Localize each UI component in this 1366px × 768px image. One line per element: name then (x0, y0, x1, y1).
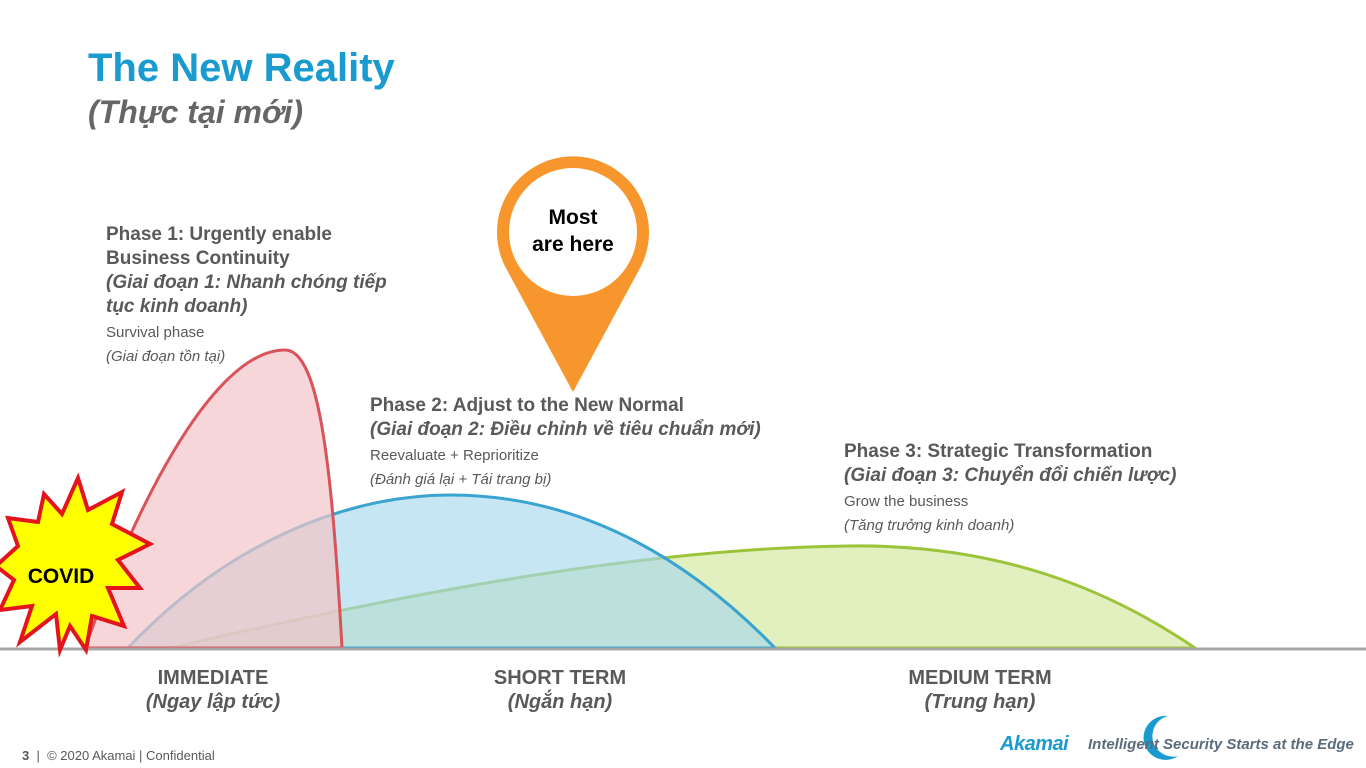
pin-inner-circle (509, 168, 637, 296)
page-number: 3 (22, 748, 30, 763)
covid-label: COVID (27, 565, 95, 588)
footer: 3 | © 2020 Akamai | Confidential (22, 748, 215, 763)
footer-text: © 2020 Akamai | Confidential (47, 748, 215, 763)
term-short-label-vi: (Ngắn hạn) (507, 691, 613, 713)
phase1-desc-vi: (Giai đoạn tồn tại) (106, 348, 226, 365)
phase1-title: Phase 1: Urgently enable Business Contin… (106, 224, 332, 269)
phase2-title: Phase 2: Adjust to the New Normal (370, 395, 684, 416)
phase1-title-vi: (Giai đoạn 1: Nhanh chóng tiếp tục kinh … (106, 272, 387, 317)
phase2-title-vi: (Giai đoạn 2: Điều chỉnh về tiêu chuẩn m… (370, 419, 761, 440)
brand-tagline: Intelligent Security Starts at the Edge (1088, 736, 1354, 753)
phase1-text: Phase 1: Urgently enable Business Contin… (106, 223, 396, 367)
akamai-logo-icon (1143, 715, 1178, 760)
term-short: SHORT TERM (Ngắn hạn) (450, 666, 670, 714)
pin-label-line2: are here (532, 233, 614, 256)
pin-label-line1: Most (548, 206, 598, 229)
pin-label: Most are here (508, 204, 638, 258)
phase1-curve (82, 348, 344, 650)
term-immediate-label-vi: (Ngay lập tức) (145, 691, 281, 713)
page-subtitle: (Thực tại mới) (88, 94, 303, 130)
term-immediate-label: IMMEDIATE (157, 667, 269, 689)
phase3-title: Phase 3: Strategic Transformation (844, 441, 1153, 462)
term-short-label: SHORT TERM (493, 667, 627, 689)
phase3-title-vi: (Giai đoạn 3: Chuyển đổi chiến lược) (844, 465, 1177, 486)
phase3-desc-vi: (Tăng trưởng kinh doanh) (844, 517, 1015, 534)
term-medium: MEDIUM TERM (Trung hạn) (860, 666, 1100, 714)
phase3-text: Phase 3: Strategic Transformation (Giai … (844, 440, 1244, 536)
term-immediate: IMMEDIATE (Ngay lập tức) (103, 666, 323, 714)
phase2-text: Phase 2: Adjust to the New Normal (Giai … (370, 394, 830, 490)
phase2-desc: Reevaluate + Reprioritize (370, 447, 539, 464)
term-medium-label: MEDIUM TERM (908, 667, 1052, 689)
footer-separator: | (32, 748, 44, 763)
covid-burst-icon (0, 472, 155, 658)
phase1-desc: Survival phase (106, 324, 205, 341)
phase2-desc-vi: (Đánh giá lại + Tái trang bị) (370, 471, 552, 488)
term-medium-label-vi: (Trung hạn) (924, 691, 1036, 713)
brand-logo-text: Akamai (1000, 733, 1069, 755)
page-title: The New Reality (88, 46, 395, 90)
phase3-desc: Grow the business (844, 493, 969, 510)
